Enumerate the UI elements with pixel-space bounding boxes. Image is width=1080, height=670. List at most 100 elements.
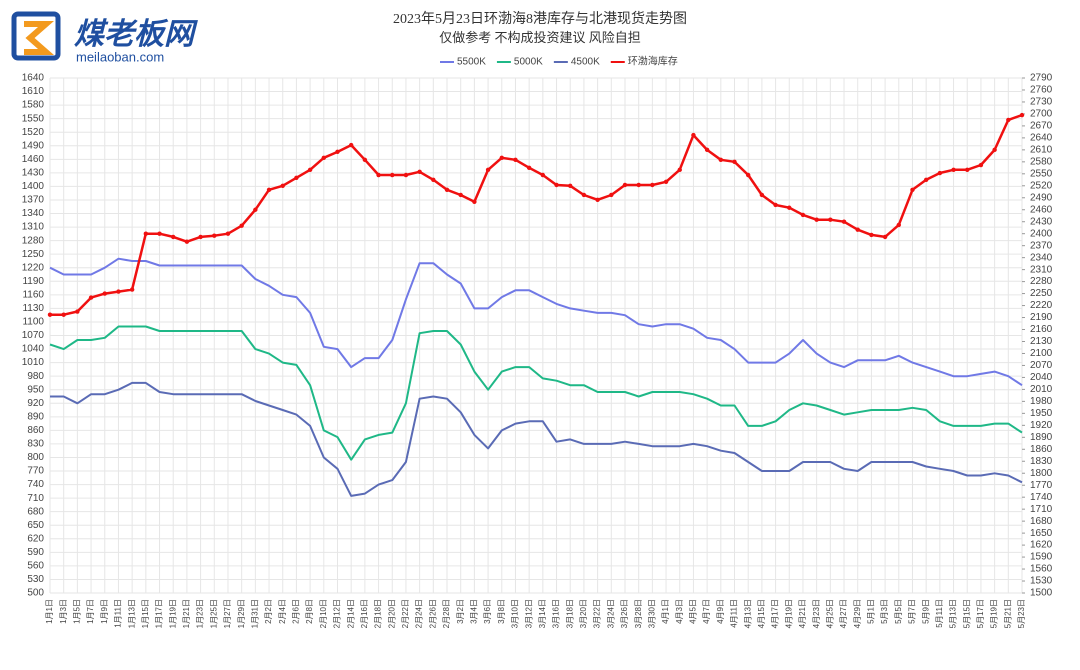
y2-tick-label: 2130 xyxy=(1030,336,1053,347)
y-tick-label: 1400 xyxy=(22,181,45,192)
logo-icon xyxy=(11,11,61,61)
y-tick-label: 1430 xyxy=(22,168,45,179)
y2-tick-label: 2340 xyxy=(1030,252,1053,263)
legend-label: 4500K xyxy=(571,57,600,68)
series-line xyxy=(49,325,1023,461)
point xyxy=(362,157,368,163)
y2-tick-label: 2760 xyxy=(1030,85,1053,96)
point xyxy=(472,199,477,204)
y-tick-label: 1070 xyxy=(22,330,45,341)
x-tick-label: 3月4日 xyxy=(470,599,479,624)
y2-tick-label: 2250 xyxy=(1030,288,1053,299)
logo-name: 煤老板网 xyxy=(74,18,198,51)
y2-tick-label: 2010 xyxy=(1030,384,1053,395)
y2-tick-label: 2430 xyxy=(1030,216,1053,227)
x-tick-label: 1月7日 xyxy=(86,599,95,624)
y2-tick-label: 2640 xyxy=(1030,133,1053,144)
x-tick-label: 2月8日 xyxy=(305,599,314,624)
x-tick-label: 4月3日 xyxy=(675,599,684,624)
y2-tick-label: 1950 xyxy=(1030,408,1053,419)
x-tick-label: 4月5日 xyxy=(689,599,698,624)
x-tick-label: 4月17日 xyxy=(771,599,780,628)
y2-tick-label: 2730 xyxy=(1030,97,1053,108)
x-tick-label: 3月18日 xyxy=(565,599,574,628)
y2-tick-label: 2370 xyxy=(1030,240,1053,251)
point xyxy=(513,157,518,163)
x-tick-label: 4月11日 xyxy=(730,599,739,628)
y-tick-label: 1250 xyxy=(22,249,45,260)
x-tick-label: 3月8日 xyxy=(497,599,506,624)
point xyxy=(376,172,381,178)
x-tick-label: 2月24日 xyxy=(415,599,424,628)
y-tick-label: 560 xyxy=(27,561,44,572)
point xyxy=(965,167,970,173)
point xyxy=(335,149,340,155)
point xyxy=(759,192,765,198)
y-tick-label: 1520 xyxy=(22,127,45,138)
point xyxy=(869,232,874,238)
x-tick-label: 2月6日 xyxy=(292,599,301,624)
y-tick-label: 1640 xyxy=(22,73,45,84)
y2-tick-label: 1530 xyxy=(1030,576,1053,587)
y2-tick-label: 1830 xyxy=(1030,456,1053,467)
point xyxy=(609,192,614,198)
point xyxy=(403,172,409,178)
x-tick-label: 4月13日 xyxy=(743,599,752,628)
x-tick-label: 4月21日 xyxy=(798,599,807,628)
x-tick-label: 4月7日 xyxy=(702,599,711,624)
point xyxy=(157,231,162,236)
point xyxy=(896,222,901,228)
y2-tick-label: 1860 xyxy=(1030,444,1053,455)
x-tick-label: 2月18日 xyxy=(374,599,383,628)
x-tick-label: 2月20日 xyxy=(387,599,396,628)
point xyxy=(239,223,244,228)
y2-tick-label: 2160 xyxy=(1030,324,1053,335)
y-tick-label: 980 xyxy=(27,371,44,382)
x-tick-label: 3月26日 xyxy=(620,599,629,628)
y-tick-label: 890 xyxy=(27,411,44,422)
x-tick-label: 3月24日 xyxy=(606,599,615,628)
x-tick-label: 4月25日 xyxy=(825,599,834,628)
point xyxy=(184,239,190,244)
x-tick-label: 4月19日 xyxy=(784,599,793,628)
y2-tick-label: 1560 xyxy=(1030,564,1053,575)
y2-tick-label: 2400 xyxy=(1030,228,1053,239)
y-tick-label: 1220 xyxy=(22,262,45,273)
x-tick-label: 5月9日 xyxy=(921,599,930,624)
x-tick-label: 2月16日 xyxy=(360,599,369,628)
y2-tick-label: 2280 xyxy=(1030,276,1053,287)
x-tick-label: 5月13日 xyxy=(949,599,958,628)
x-tick-label: 2月4日 xyxy=(278,599,287,624)
point xyxy=(978,162,984,168)
y2-tick-label: 2520 xyxy=(1030,180,1053,191)
point xyxy=(554,182,559,188)
point xyxy=(841,219,847,224)
point xyxy=(499,155,504,161)
x-tick-label: 5月7日 xyxy=(908,599,917,624)
point xyxy=(814,217,819,222)
y-tick-label: 1550 xyxy=(22,113,45,124)
y2-tick-label: 2490 xyxy=(1030,192,1053,203)
point xyxy=(691,132,696,138)
x-tick-label: 4月1日 xyxy=(661,599,670,624)
series-line xyxy=(50,381,1023,497)
y2-tick-label: 2580 xyxy=(1030,156,1053,167)
y2-tick-label: 2220 xyxy=(1030,300,1053,311)
point xyxy=(732,159,737,165)
x-tick-label: 4月9日 xyxy=(716,599,725,624)
x-tick-label: 5月3日 xyxy=(880,599,889,624)
y-tick-label: 710 xyxy=(27,493,44,504)
y2-tick-label: 2790 xyxy=(1030,73,1053,84)
point xyxy=(1019,112,1025,118)
point xyxy=(800,212,806,218)
point xyxy=(171,234,176,240)
y2-tick-label: 1770 xyxy=(1030,480,1053,491)
x-tick-label: 2月28日 xyxy=(442,599,451,628)
y-tick-label: 950 xyxy=(27,384,44,395)
point xyxy=(581,192,587,198)
point xyxy=(61,312,66,317)
x-tick-label: 3月16日 xyxy=(552,599,561,628)
y2-tick-label: 1800 xyxy=(1030,468,1053,479)
point xyxy=(923,177,929,183)
